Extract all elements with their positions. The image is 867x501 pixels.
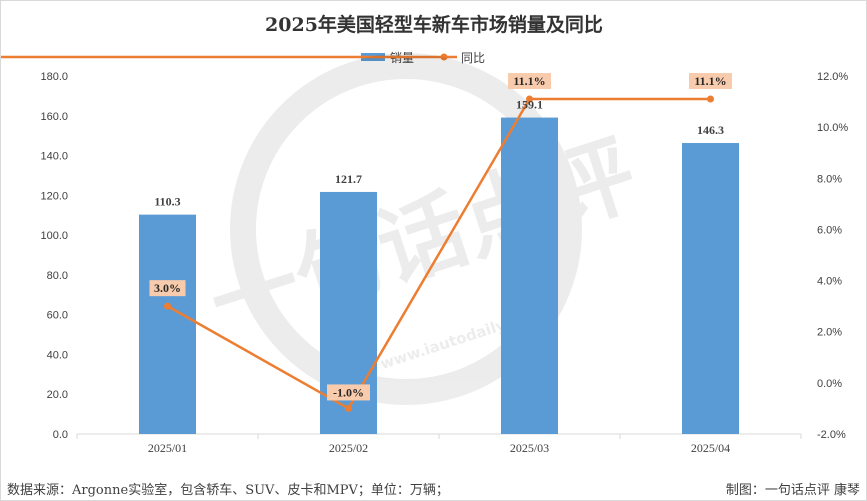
y-right-tick-label: 4.0% (817, 276, 842, 288)
y-right-tick-label: 8.0% (817, 173, 842, 185)
legend: 销量 同比 (1, 51, 485, 65)
y-left-tick-label: 180.0 (40, 71, 68, 83)
bar-value-label: 146.3 (697, 123, 724, 137)
legend-line-label: 同比 (461, 51, 485, 65)
footer-source: 数据来源：Argonne实验室，包含轿车、SUV、皮卡和MPV；单位：万辆； (7, 482, 449, 498)
line-label-box (689, 73, 732, 90)
line-value-label: 11.1% (689, 73, 732, 90)
line-value-label: 3.0% (149, 280, 186, 297)
y-left-tick-label: 60.0 (47, 310, 68, 322)
x-tick-label: 2025/01 (148, 441, 187, 455)
line-point (707, 95, 714, 103)
y-left-tick-label: 80.0 (47, 270, 68, 282)
line-label-text: 11.1% (694, 74, 726, 88)
footer-credit: 制图：一句话点评 康琴 (726, 482, 860, 498)
bar (682, 143, 739, 434)
legend-line-marker (440, 53, 448, 61)
line-label-text: -1.0% (333, 385, 364, 399)
watermark-ring (230, 53, 582, 405)
line-series (164, 95, 714, 412)
y-left-tick-label: 20.0 (47, 389, 68, 401)
y-right-tick-label: 0.0% (817, 378, 842, 390)
watermark: 一句话点评 www.iautodaily.com (198, 53, 648, 405)
x-tick-label: 2025/04 (691, 441, 730, 455)
line-label-text: 3.0% (154, 281, 181, 295)
y-right-tick-label: 6.0% (817, 224, 842, 236)
line-label-box (327, 384, 370, 401)
y-left-tick-label: 160.0 (40, 111, 68, 123)
bar-value-label: 110.3 (154, 195, 180, 209)
chart-title: 2025年美国轻型车新车市场销量及同比 (265, 13, 603, 36)
y-right-tick-label: 12.0% (817, 71, 848, 83)
y-left-tick-label: 100.0 (40, 230, 68, 242)
y-right-tick-label: 10.0% (817, 122, 848, 134)
line-point (164, 302, 171, 310)
bar (501, 117, 558, 434)
y-right-tick-label: -2.0% (817, 429, 846, 441)
bar-value-label: 159.1 (516, 98, 543, 112)
x-tick-label: 2025/03 (510, 441, 549, 455)
line-label-text: 11.1% (513, 74, 545, 88)
x-tick-label: 2025/02 (329, 441, 368, 455)
bar-value-label: 121.7 (335, 172, 362, 186)
line-point (526, 95, 533, 103)
line-value-label: -1.0% (327, 384, 370, 401)
y-left-tick-label: 0.0 (53, 429, 68, 441)
axes: 0.0 20.0 40.0 60.0 80.0 100.0 120.0 140.0 160.0 1… (40, 71, 848, 455)
line-label-box (149, 280, 186, 297)
yoy-line (166, 97, 711, 410)
y-left-tick-label: 140.0 (40, 151, 68, 163)
y-left-tick-label: 120.0 (40, 190, 68, 202)
y-right-tick-label: 2.0% (817, 327, 842, 339)
y-left-tick-label: 40.0 (47, 349, 68, 361)
line-label-box (508, 73, 551, 90)
data-labels: 110.3 121.7 159.1 146.3 3.0% -1.0% 11.1% 11.1% (149, 73, 732, 401)
bar (139, 214, 196, 434)
line-point (345, 404, 352, 412)
line-value-label: 11.1% (508, 73, 551, 90)
